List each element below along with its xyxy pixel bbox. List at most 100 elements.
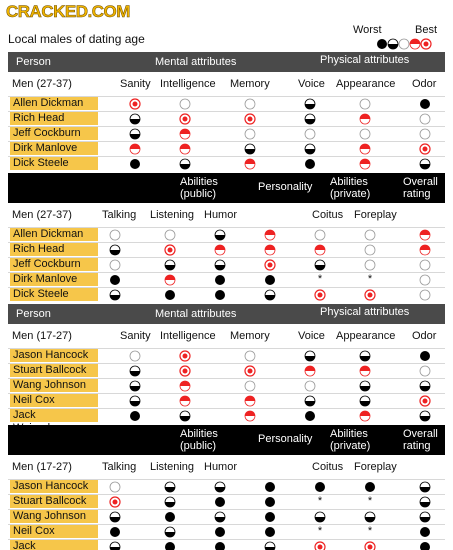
rating-symbol (305, 159, 315, 169)
rating-symbol (129, 365, 141, 377)
rating-symbol (420, 542, 430, 550)
person-name: Jeff Cockburn (10, 127, 98, 140)
person-name: Dirk Manlove (10, 142, 98, 155)
rating-symbol (129, 380, 141, 392)
rating-symbol (365, 482, 375, 492)
group-header: Overall rating (403, 428, 438, 452)
row-divider (8, 272, 445, 273)
rating-na: * (367, 495, 373, 507)
rating-symbol (244, 98, 256, 110)
rating-symbol (419, 395, 431, 407)
rating-symbol (244, 143, 256, 155)
row-divider (8, 509, 445, 510)
rating-symbol (419, 380, 431, 392)
row-divider (8, 111, 445, 112)
rating-symbol (179, 410, 191, 422)
rating-symbol (215, 542, 225, 550)
rating-symbol (419, 143, 431, 155)
column-header: Odor (412, 330, 437, 342)
column-header: Voice (298, 78, 325, 90)
rating-symbol (314, 229, 326, 241)
rating-symbol (244, 410, 256, 422)
rating-symbol (364, 289, 376, 301)
legend-worst: Worst (353, 24, 382, 36)
rating-symbol (179, 380, 191, 392)
rating-symbol (359, 98, 371, 110)
rating-symbol (305, 411, 315, 421)
rating-symbol (304, 365, 316, 377)
rating-symbol (129, 113, 141, 125)
rating-symbol (244, 365, 256, 377)
group-header: Abilities (private) (330, 176, 371, 200)
group-header: Abilities (public) (180, 176, 218, 200)
rating-symbol (164, 526, 176, 538)
column-header: Foreplay (354, 461, 397, 473)
rating-symbol (419, 496, 431, 508)
rating-symbol (420, 99, 430, 109)
rating-symbol (359, 350, 371, 362)
rating-symbol (314, 244, 326, 256)
section-header: Person Mental attributes Physical attribut… (8, 52, 445, 72)
rating-symbol (129, 98, 141, 110)
row-divider (8, 348, 445, 349)
column-header: Talking (102, 209, 137, 221)
row-divider (8, 141, 445, 142)
person-name: Jason Hancock (10, 349, 98, 362)
rating-symbol (244, 350, 256, 362)
rating-symbol (179, 350, 191, 362)
row-divider (8, 479, 445, 480)
row-divider (8, 96, 445, 97)
row-divider (8, 408, 445, 409)
rating-symbol (129, 350, 141, 362)
row-divider (8, 242, 445, 243)
rating-symbol (364, 541, 376, 550)
rating-symbol (264, 259, 276, 271)
rating-symbol (419, 410, 431, 422)
rating-symbol (265, 482, 275, 492)
group-header: Abilities (public) (180, 428, 218, 452)
person-name: Neil Cox (10, 525, 98, 538)
section-header: Abilities (public) Personality Abilities (… (8, 173, 445, 203)
rating-symbol (419, 481, 431, 493)
rating-symbol (129, 143, 141, 155)
rating-symbol (265, 497, 275, 507)
rating-symbol (264, 229, 276, 241)
rating-symbol (164, 481, 176, 493)
rating-symbol (215, 527, 225, 537)
rating-symbol (359, 380, 371, 392)
rating-symbol (419, 128, 431, 140)
section-header: Person Mental attributes Physical attribut… (8, 304, 445, 324)
rating-symbol (179, 395, 191, 407)
rating-symbol (179, 128, 191, 140)
rating-symbol (165, 512, 175, 522)
rating-symbol (130, 411, 140, 421)
rating-symbol (364, 259, 376, 271)
column-header: Coitus (312, 209, 344, 221)
group-header: Person (16, 308, 51, 320)
rating-symbol (110, 275, 120, 285)
rating-symbol (244, 128, 256, 140)
column-header: Odor (412, 78, 437, 90)
person-name: Rich Head (10, 243, 98, 256)
rating-symbol (164, 496, 176, 508)
rating-symbol (314, 289, 326, 301)
rating-symbol (420, 527, 430, 537)
rating-symbol (419, 274, 431, 286)
column-header: Listening (150, 461, 195, 473)
person-name: Jeff Cockburn (10, 258, 98, 271)
rating-symbol (420, 38, 432, 50)
rating-symbol (359, 128, 371, 140)
rating-symbol (419, 229, 431, 241)
rating-symbol (304, 143, 316, 155)
person-name: Wang Johnson (10, 510, 98, 523)
rating-symbol (109, 259, 121, 271)
group-header: Personality (258, 181, 313, 193)
rating-symbol (359, 410, 371, 422)
rating-na: * (367, 525, 373, 537)
rating-symbol (304, 128, 316, 140)
rating-symbol (419, 289, 431, 301)
column-header: Talking (102, 461, 137, 473)
rating-symbol (419, 158, 431, 170)
rating-symbol (398, 38, 410, 50)
rating-symbol (314, 259, 326, 271)
